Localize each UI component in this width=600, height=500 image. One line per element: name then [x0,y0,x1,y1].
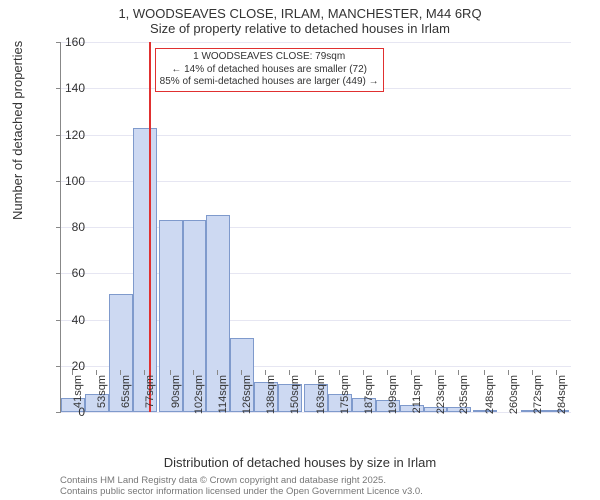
y-axis-label: Number of detached properties [10,41,25,220]
xtick-label: 211sqm [411,375,423,435]
xtick-label: 199sqm [387,375,399,435]
xtick-label: 175sqm [339,375,351,435]
xtick-label: 102sqm [193,375,205,435]
xtick-label: 272sqm [532,375,544,435]
xtick-label: 284sqm [556,375,568,435]
chart-title-address: 1, WOODSEAVES CLOSE, IRLAM, MANCHESTER, … [0,0,600,21]
callout-line: 1 WOODSEAVES CLOSE: 79sqm [160,51,379,64]
xtick-label: 126sqm [241,375,253,435]
ytick-label: 140 [55,81,85,95]
xtick-label: 163sqm [315,375,327,435]
callout-line: 85% of semi-detached houses are larger (… [160,76,379,89]
xtick-label: 53sqm [96,375,108,435]
xtick-label: 41sqm [72,375,84,435]
xtick-label: 77sqm [144,375,156,435]
xtick-label: 65sqm [120,375,132,435]
property-marker-line [149,42,151,412]
ytick-label: 120 [55,128,85,142]
xtick-label: 90sqm [170,375,182,435]
ytick-label: 80 [55,220,85,234]
xtick-label: 223sqm [435,375,447,435]
xtick-label: 150sqm [289,375,301,435]
ytick-label: 60 [55,266,85,280]
callout-line: ← 14% of detached houses are smaller (72… [160,64,379,77]
xtick-label: 235sqm [458,375,470,435]
footer-attribution: Contains HM Land Registry data © Crown c… [60,475,423,498]
ytick-label: 100 [55,174,85,188]
footer-line2: Contains public sector information licen… [60,486,423,497]
xtick-label: 138sqm [265,375,277,435]
histogram-bar [133,128,157,412]
chart-plot-area: 1 WOODSEAVES CLOSE: 79sqm← 14% of detach… [60,42,571,413]
xtick-label: 260sqm [508,375,520,435]
xtick-label: 187sqm [363,375,375,435]
footer-line1: Contains HM Land Registry data © Crown c… [60,475,423,486]
callout-box: 1 WOODSEAVES CLOSE: 79sqm← 14% of detach… [155,48,384,92]
ytick-label: 20 [55,359,85,373]
ytick-label: 160 [55,35,85,49]
x-axis-label: Distribution of detached houses by size … [0,455,600,470]
gridline-h [61,42,571,43]
xtick-label: 114sqm [217,375,229,435]
chart-title-desc: Size of property relative to detached ho… [0,21,600,40]
ytick-label: 40 [55,313,85,327]
xtick-label: 248sqm [484,375,496,435]
